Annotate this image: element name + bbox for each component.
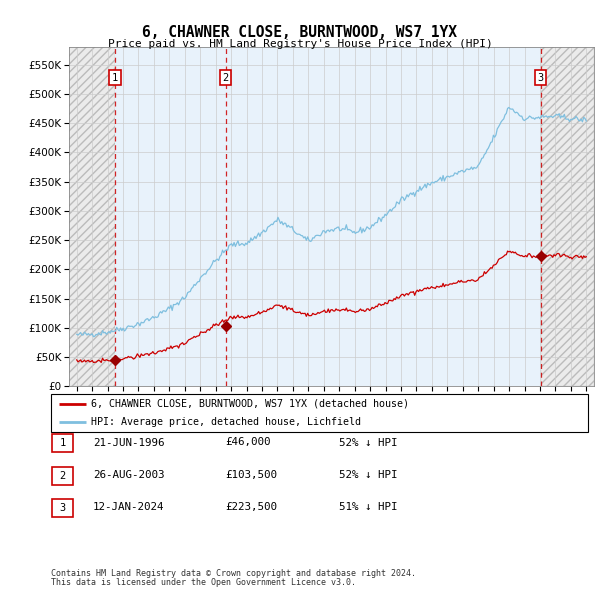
Text: 12-JAN-2024: 12-JAN-2024: [93, 503, 164, 512]
FancyBboxPatch shape: [52, 499, 73, 517]
Text: 52% ↓ HPI: 52% ↓ HPI: [339, 438, 397, 447]
Text: 1: 1: [59, 438, 65, 448]
Text: 52% ↓ HPI: 52% ↓ HPI: [339, 470, 397, 480]
Text: 26-AUG-2003: 26-AUG-2003: [93, 470, 164, 480]
FancyBboxPatch shape: [52, 434, 73, 452]
Text: £46,000: £46,000: [225, 438, 271, 447]
Text: 21-JUN-1996: 21-JUN-1996: [93, 438, 164, 447]
Bar: [115, 47, 541, 386]
Text: 51% ↓ HPI: 51% ↓ HPI: [339, 503, 397, 512]
Text: 6, CHAWNER CLOSE, BURNTWOOD, WS7 1YX (detached house): 6, CHAWNER CLOSE, BURNTWOOD, WS7 1YX (de…: [91, 399, 409, 409]
FancyBboxPatch shape: [52, 467, 73, 484]
Text: 1: 1: [112, 73, 118, 83]
Text: £103,500: £103,500: [225, 470, 277, 480]
Text: Price paid vs. HM Land Registry's House Price Index (HPI): Price paid vs. HM Land Registry's House …: [107, 39, 493, 48]
Text: 3: 3: [59, 503, 65, 513]
Text: HPI: Average price, detached house, Lichfield: HPI: Average price, detached house, Lich…: [91, 417, 361, 427]
Text: This data is licensed under the Open Government Licence v3.0.: This data is licensed under the Open Gov…: [51, 578, 356, 588]
FancyBboxPatch shape: [51, 394, 588, 432]
Text: 6, CHAWNER CLOSE, BURNTWOOD, WS7 1YX: 6, CHAWNER CLOSE, BURNTWOOD, WS7 1YX: [143, 25, 458, 40]
Text: 3: 3: [538, 73, 544, 83]
Text: 2: 2: [223, 73, 229, 83]
Bar: [69, 47, 115, 386]
Text: 2: 2: [59, 471, 65, 480]
Text: £223,500: £223,500: [225, 503, 277, 512]
Bar: [541, 47, 594, 386]
Text: Contains HM Land Registry data © Crown copyright and database right 2024.: Contains HM Land Registry data © Crown c…: [51, 569, 416, 578]
